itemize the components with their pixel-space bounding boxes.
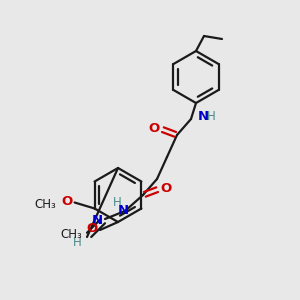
Text: O: O bbox=[148, 122, 160, 134]
Text: O: O bbox=[61, 195, 73, 208]
Text: H: H bbox=[112, 196, 122, 209]
Text: N: N bbox=[197, 110, 208, 124]
Text: N: N bbox=[117, 203, 129, 217]
Text: H: H bbox=[207, 110, 215, 124]
Text: H: H bbox=[73, 236, 81, 250]
Text: CH₃: CH₃ bbox=[60, 229, 82, 242]
Text: O: O bbox=[160, 182, 172, 194]
Text: CH₃: CH₃ bbox=[35, 198, 57, 211]
Text: O: O bbox=[87, 223, 98, 236]
Text: N: N bbox=[92, 214, 103, 226]
